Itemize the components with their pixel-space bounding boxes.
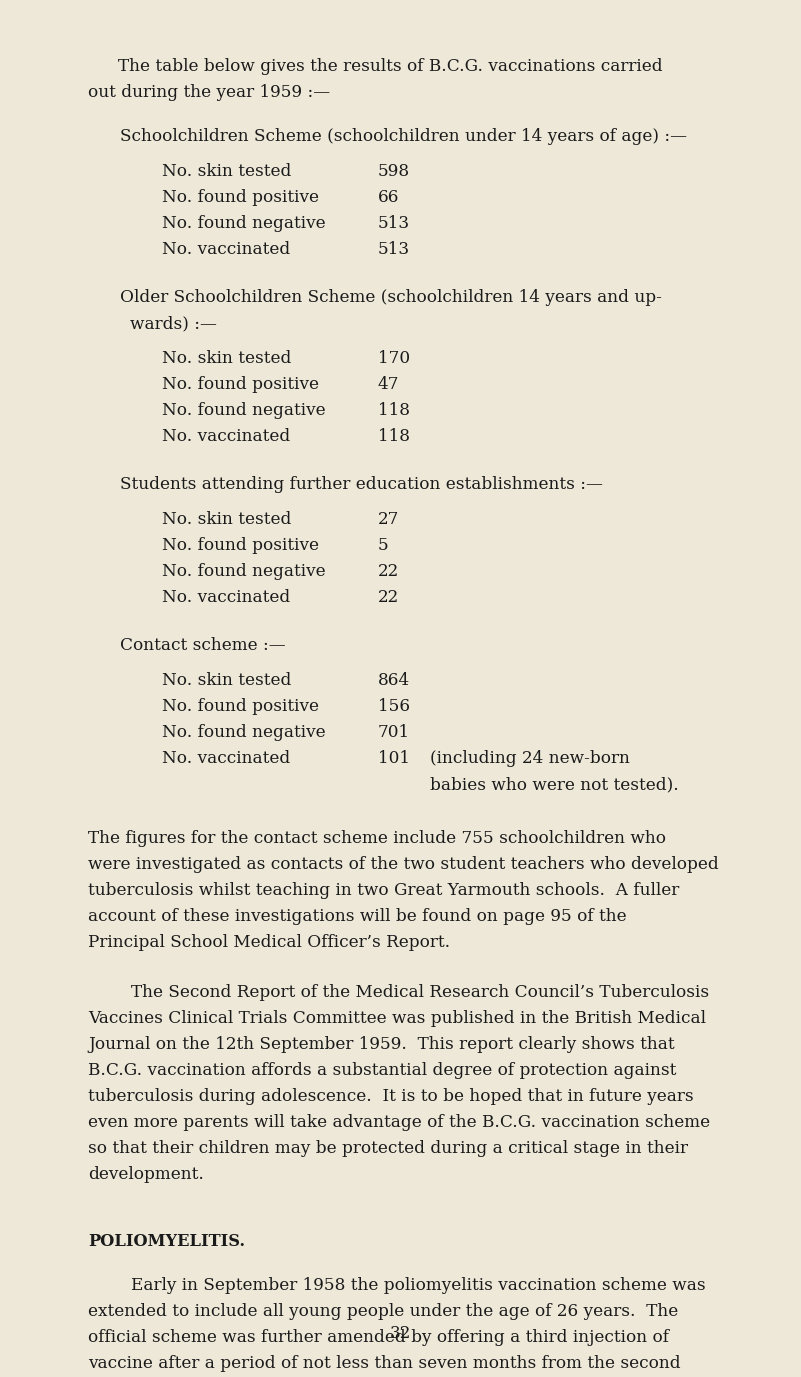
Text: tuberculosis whilst teaching in two Great Yarmouth schools.  A fuller: tuberculosis whilst teaching in two Grea… — [88, 883, 679, 899]
Text: babies who were not tested).: babies who were not tested). — [430, 777, 678, 793]
Text: 32: 32 — [389, 1325, 411, 1343]
Text: wards) :—: wards) :— — [130, 315, 217, 332]
Text: 864: 864 — [378, 672, 410, 688]
Text: No. vaccinated: No. vaccinated — [162, 750, 290, 767]
Text: No. vaccinated: No. vaccinated — [162, 428, 290, 445]
Text: No. vaccinated: No. vaccinated — [162, 589, 290, 606]
Text: No. skin tested: No. skin tested — [162, 162, 292, 180]
Text: B.C.G. vaccination affords a substantial degree of protection against: B.C.G. vaccination affords a substantial… — [88, 1062, 676, 1080]
Text: 701: 701 — [378, 724, 410, 741]
Text: The figures for the contact scheme include 755 schoolchildren who: The figures for the contact scheme inclu… — [88, 830, 666, 847]
Text: out during the year 1959 :—: out during the year 1959 :— — [88, 84, 330, 101]
Text: 170: 170 — [378, 350, 410, 368]
Text: Schoolchildren Scheme (schoolchildren under 14 years of age) :—: Schoolchildren Scheme (schoolchildren un… — [120, 128, 687, 145]
Text: No. vaccinated: No. vaccinated — [162, 241, 290, 257]
Text: extended to include all young people under the age of 26 years.  The: extended to include all young people und… — [88, 1303, 678, 1321]
Text: even more parents will take advantage of the B.C.G. vaccination scheme: even more parents will take advantage of… — [88, 1114, 710, 1131]
Text: account of these investigations will be found on page 95 of the: account of these investigations will be … — [88, 907, 626, 925]
Text: Older Schoolchildren Scheme (schoolchildren 14 years and up-: Older Schoolchildren Scheme (schoolchild… — [120, 289, 662, 306]
Text: (including 24 new-born: (including 24 new-born — [430, 750, 630, 767]
Text: 22: 22 — [378, 589, 399, 606]
Text: Journal on the 12th September 1959.  This report clearly shows that: Journal on the 12th September 1959. This… — [88, 1036, 674, 1053]
Text: No. found negative: No. found negative — [162, 402, 326, 419]
Text: 156: 156 — [378, 698, 410, 715]
Text: tuberculosis during adolescence.  It is to be hoped that in future years: tuberculosis during adolescence. It is t… — [88, 1088, 694, 1104]
Text: No. skin tested: No. skin tested — [162, 511, 292, 527]
Text: 101: 101 — [378, 750, 410, 767]
Text: 118: 118 — [378, 428, 410, 445]
Text: were investigated as contacts of the two student teachers who developed: were investigated as contacts of the two… — [88, 856, 718, 873]
Text: development.: development. — [88, 1166, 204, 1183]
Text: 22: 22 — [378, 563, 399, 580]
Text: 513: 513 — [378, 241, 410, 257]
Text: 598: 598 — [378, 162, 410, 180]
Text: No. found negative: No. found negative — [162, 724, 326, 741]
Text: No. found negative: No. found negative — [162, 563, 326, 580]
Text: No. found positive: No. found positive — [162, 698, 319, 715]
Text: official scheme was further amended by offering a third injection of: official scheme was further amended by o… — [88, 1329, 669, 1345]
Text: 118: 118 — [378, 402, 410, 419]
Text: Early in September 1958 the poliomyelitis vaccination scheme was: Early in September 1958 the poliomyeliti… — [88, 1276, 706, 1294]
Text: 513: 513 — [378, 215, 410, 231]
Text: No. found positive: No. found positive — [162, 376, 319, 392]
Text: No. found positive: No. found positive — [162, 537, 319, 554]
Text: so that their children may be protected during a critical stage in their: so that their children may be protected … — [88, 1140, 688, 1157]
Text: 47: 47 — [378, 376, 400, 392]
Text: vaccine after a period of not less than seven months from the second: vaccine after a period of not less than … — [88, 1355, 681, 1371]
Text: No. skin tested: No. skin tested — [162, 672, 292, 688]
Text: Contact scheme :—: Contact scheme :— — [120, 638, 286, 654]
Text: No. skin tested: No. skin tested — [162, 350, 292, 368]
Text: 27: 27 — [378, 511, 400, 527]
Text: 5: 5 — [378, 537, 388, 554]
Text: Students attending further education establishments :—: Students attending further education est… — [120, 476, 603, 493]
Text: Principal School Medical Officer’s Report.: Principal School Medical Officer’s Repor… — [88, 934, 450, 952]
Text: Vaccines Clinical Trials Committee was published in the British Medical: Vaccines Clinical Trials Committee was p… — [88, 1009, 706, 1027]
Text: The table below gives the results of B.C.G. vaccinations carried: The table below gives the results of B.C… — [118, 58, 662, 74]
Text: No. found negative: No. found negative — [162, 215, 326, 231]
Text: No. found positive: No. found positive — [162, 189, 319, 207]
Text: The Second Report of the Medical Research Council’s Tuberculosis: The Second Report of the Medical Researc… — [88, 985, 709, 1001]
Text: 66: 66 — [378, 189, 400, 207]
Text: POLIOMYELITIS.: POLIOMYELITIS. — [88, 1232, 245, 1250]
